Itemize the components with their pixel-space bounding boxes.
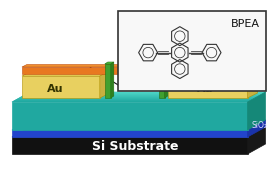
Text: CuTCNQ: CuTCNQ	[211, 47, 248, 57]
Polygon shape	[22, 64, 252, 67]
Polygon shape	[159, 64, 165, 98]
Polygon shape	[12, 101, 249, 102]
Polygon shape	[248, 92, 265, 130]
Text: Si Substrate: Si Substrate	[91, 140, 178, 153]
Polygon shape	[21, 96, 258, 97]
Polygon shape	[248, 127, 265, 154]
Polygon shape	[168, 71, 258, 76]
Polygon shape	[24, 94, 262, 95]
Polygon shape	[248, 120, 265, 137]
Text: BPEA: BPEA	[231, 19, 259, 29]
Polygon shape	[111, 62, 114, 98]
Polygon shape	[22, 67, 248, 74]
Polygon shape	[12, 102, 248, 130]
Polygon shape	[28, 92, 265, 93]
Polygon shape	[17, 98, 255, 99]
Polygon shape	[159, 62, 168, 64]
Polygon shape	[12, 137, 248, 154]
Polygon shape	[12, 127, 265, 137]
Polygon shape	[105, 64, 111, 98]
Polygon shape	[165, 62, 168, 98]
Polygon shape	[248, 71, 258, 98]
Polygon shape	[105, 62, 114, 64]
Polygon shape	[22, 76, 100, 98]
Text: Au: Au	[197, 84, 214, 94]
Polygon shape	[16, 99, 253, 100]
FancyBboxPatch shape	[118, 11, 265, 91]
Polygon shape	[168, 76, 248, 98]
Text: Au: Au	[47, 84, 63, 94]
Text: SiO₂: SiO₂	[252, 122, 268, 130]
Polygon shape	[26, 93, 264, 94]
Polygon shape	[22, 71, 110, 76]
Polygon shape	[23, 95, 260, 96]
Polygon shape	[100, 71, 110, 98]
Polygon shape	[12, 120, 265, 130]
Polygon shape	[19, 97, 256, 98]
Polygon shape	[14, 100, 251, 101]
Polygon shape	[12, 130, 248, 137]
